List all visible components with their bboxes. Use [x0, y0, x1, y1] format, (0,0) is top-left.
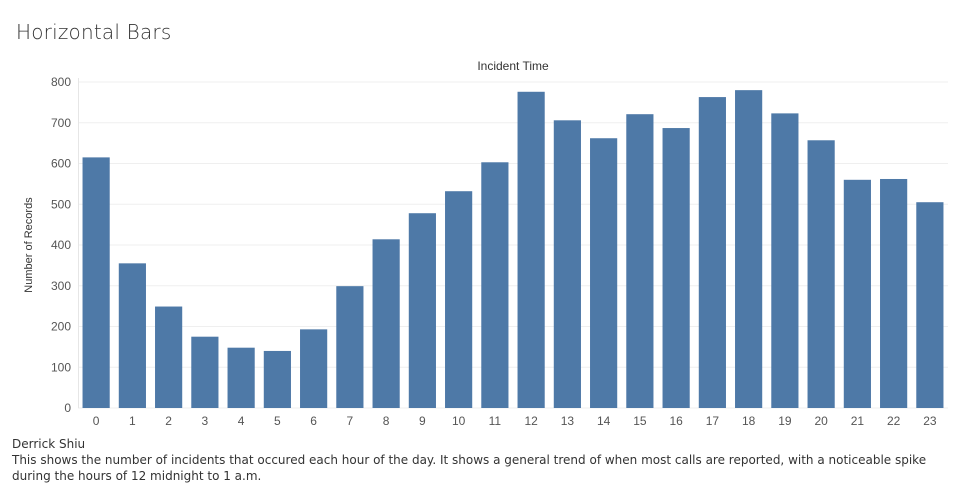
caption: Derrick Shiu This shows the number of in…	[12, 436, 947, 484]
bar	[735, 90, 763, 409]
x-tick-label: 18	[742, 414, 756, 428]
bar	[590, 138, 618, 409]
x-tick-label: 3	[202, 414, 209, 428]
x-tick-label: 1	[129, 414, 136, 428]
x-tick-label: 23	[923, 414, 937, 428]
x-tick-label: 14	[597, 414, 611, 428]
x-tick-label: 7	[347, 414, 354, 428]
y-axis-label: Number of Records	[23, 197, 35, 293]
x-tick-label: 22	[887, 414, 901, 428]
y-tick-label: 700	[51, 116, 71, 130]
bar	[698, 97, 726, 408]
dashboard-title: Horizontal Bars	[16, 20, 172, 44]
y-tick-label: 500	[51, 197, 71, 211]
bar	[118, 263, 146, 408]
x-tick-label: 17	[706, 414, 720, 428]
bar	[155, 306, 183, 408]
bar	[263, 350, 291, 408]
bar	[662, 128, 690, 409]
x-tick-label: 13	[561, 414, 575, 428]
y-tick-label: 300	[51, 279, 71, 293]
bar	[626, 114, 654, 408]
bar	[372, 239, 400, 408]
x-tick-label: 0	[93, 414, 100, 428]
bar	[807, 140, 835, 408]
bar	[336, 286, 364, 408]
x-tick-label: 4	[238, 414, 245, 428]
x-tick-label: 19	[778, 414, 792, 428]
bar	[191, 336, 219, 408]
x-tick-label: 21	[851, 414, 865, 428]
bar	[445, 191, 473, 408]
x-tick-label: 16	[669, 414, 683, 428]
y-tick-label: 800	[51, 75, 71, 89]
author-name: Derrick Shiu	[12, 437, 86, 451]
bar	[82, 157, 110, 408]
bar	[916, 202, 944, 408]
x-tick-label: 20	[814, 414, 828, 428]
y-tick-label: 0	[64, 401, 71, 415]
x-tick-label: 12	[524, 414, 538, 428]
bar	[517, 91, 545, 408]
description-text: This shows the number of incidents that …	[12, 453, 927, 483]
bar	[481, 162, 509, 408]
x-tick-label: 6	[310, 414, 317, 428]
x-tick-label: 10	[452, 414, 466, 428]
y-tick-label: 100	[51, 360, 71, 374]
bar	[843, 179, 871, 408]
chart-title: Incident Time	[477, 59, 549, 73]
x-tick-label: 11	[489, 414, 502, 428]
x-tick-label: 15	[633, 414, 647, 428]
x-tick-label: 2	[165, 414, 172, 428]
y-tick-label: 600	[51, 157, 71, 171]
bar	[553, 120, 581, 409]
y-tick-label: 200	[51, 320, 71, 334]
bar	[880, 178, 908, 408]
bar	[227, 347, 255, 408]
x-tick-label: 8	[383, 414, 390, 428]
bar	[408, 213, 436, 408]
y-tick-label: 400	[51, 238, 71, 252]
bar	[300, 329, 328, 408]
bar	[771, 113, 799, 408]
x-tick-label: 5	[274, 414, 281, 428]
x-tick-label: 9	[419, 414, 426, 428]
